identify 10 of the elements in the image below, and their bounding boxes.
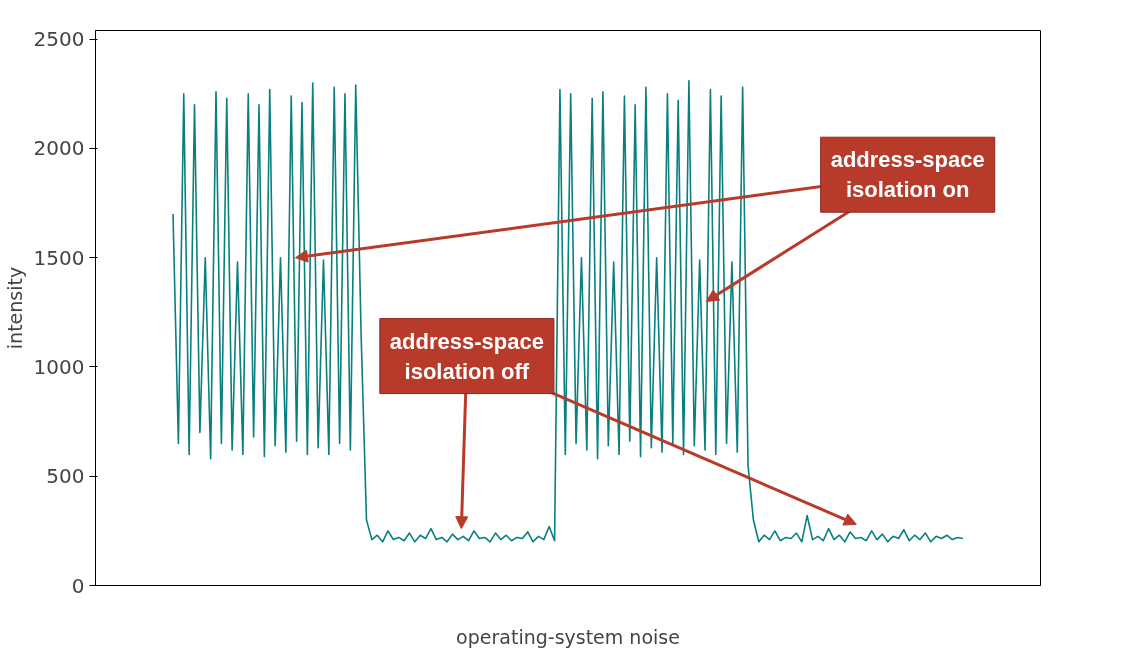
- y-tick-label: 1000: [33, 355, 85, 379]
- y-axis-title: intensity: [3, 266, 26, 350]
- annotation: address-space isolation on: [830, 147, 985, 203]
- x-axis-title: operating-system noise: [456, 625, 680, 648]
- y-tick-label: 2500: [33, 27, 85, 52]
- y-tick-label: 500: [46, 464, 85, 489]
- y-tick-label: 1500: [33, 245, 85, 270]
- annotation: address-space isolation off: [389, 328, 544, 384]
- y-tick-label: 2000: [33, 136, 85, 161]
- y-tick-label: 0: [71, 573, 85, 598]
